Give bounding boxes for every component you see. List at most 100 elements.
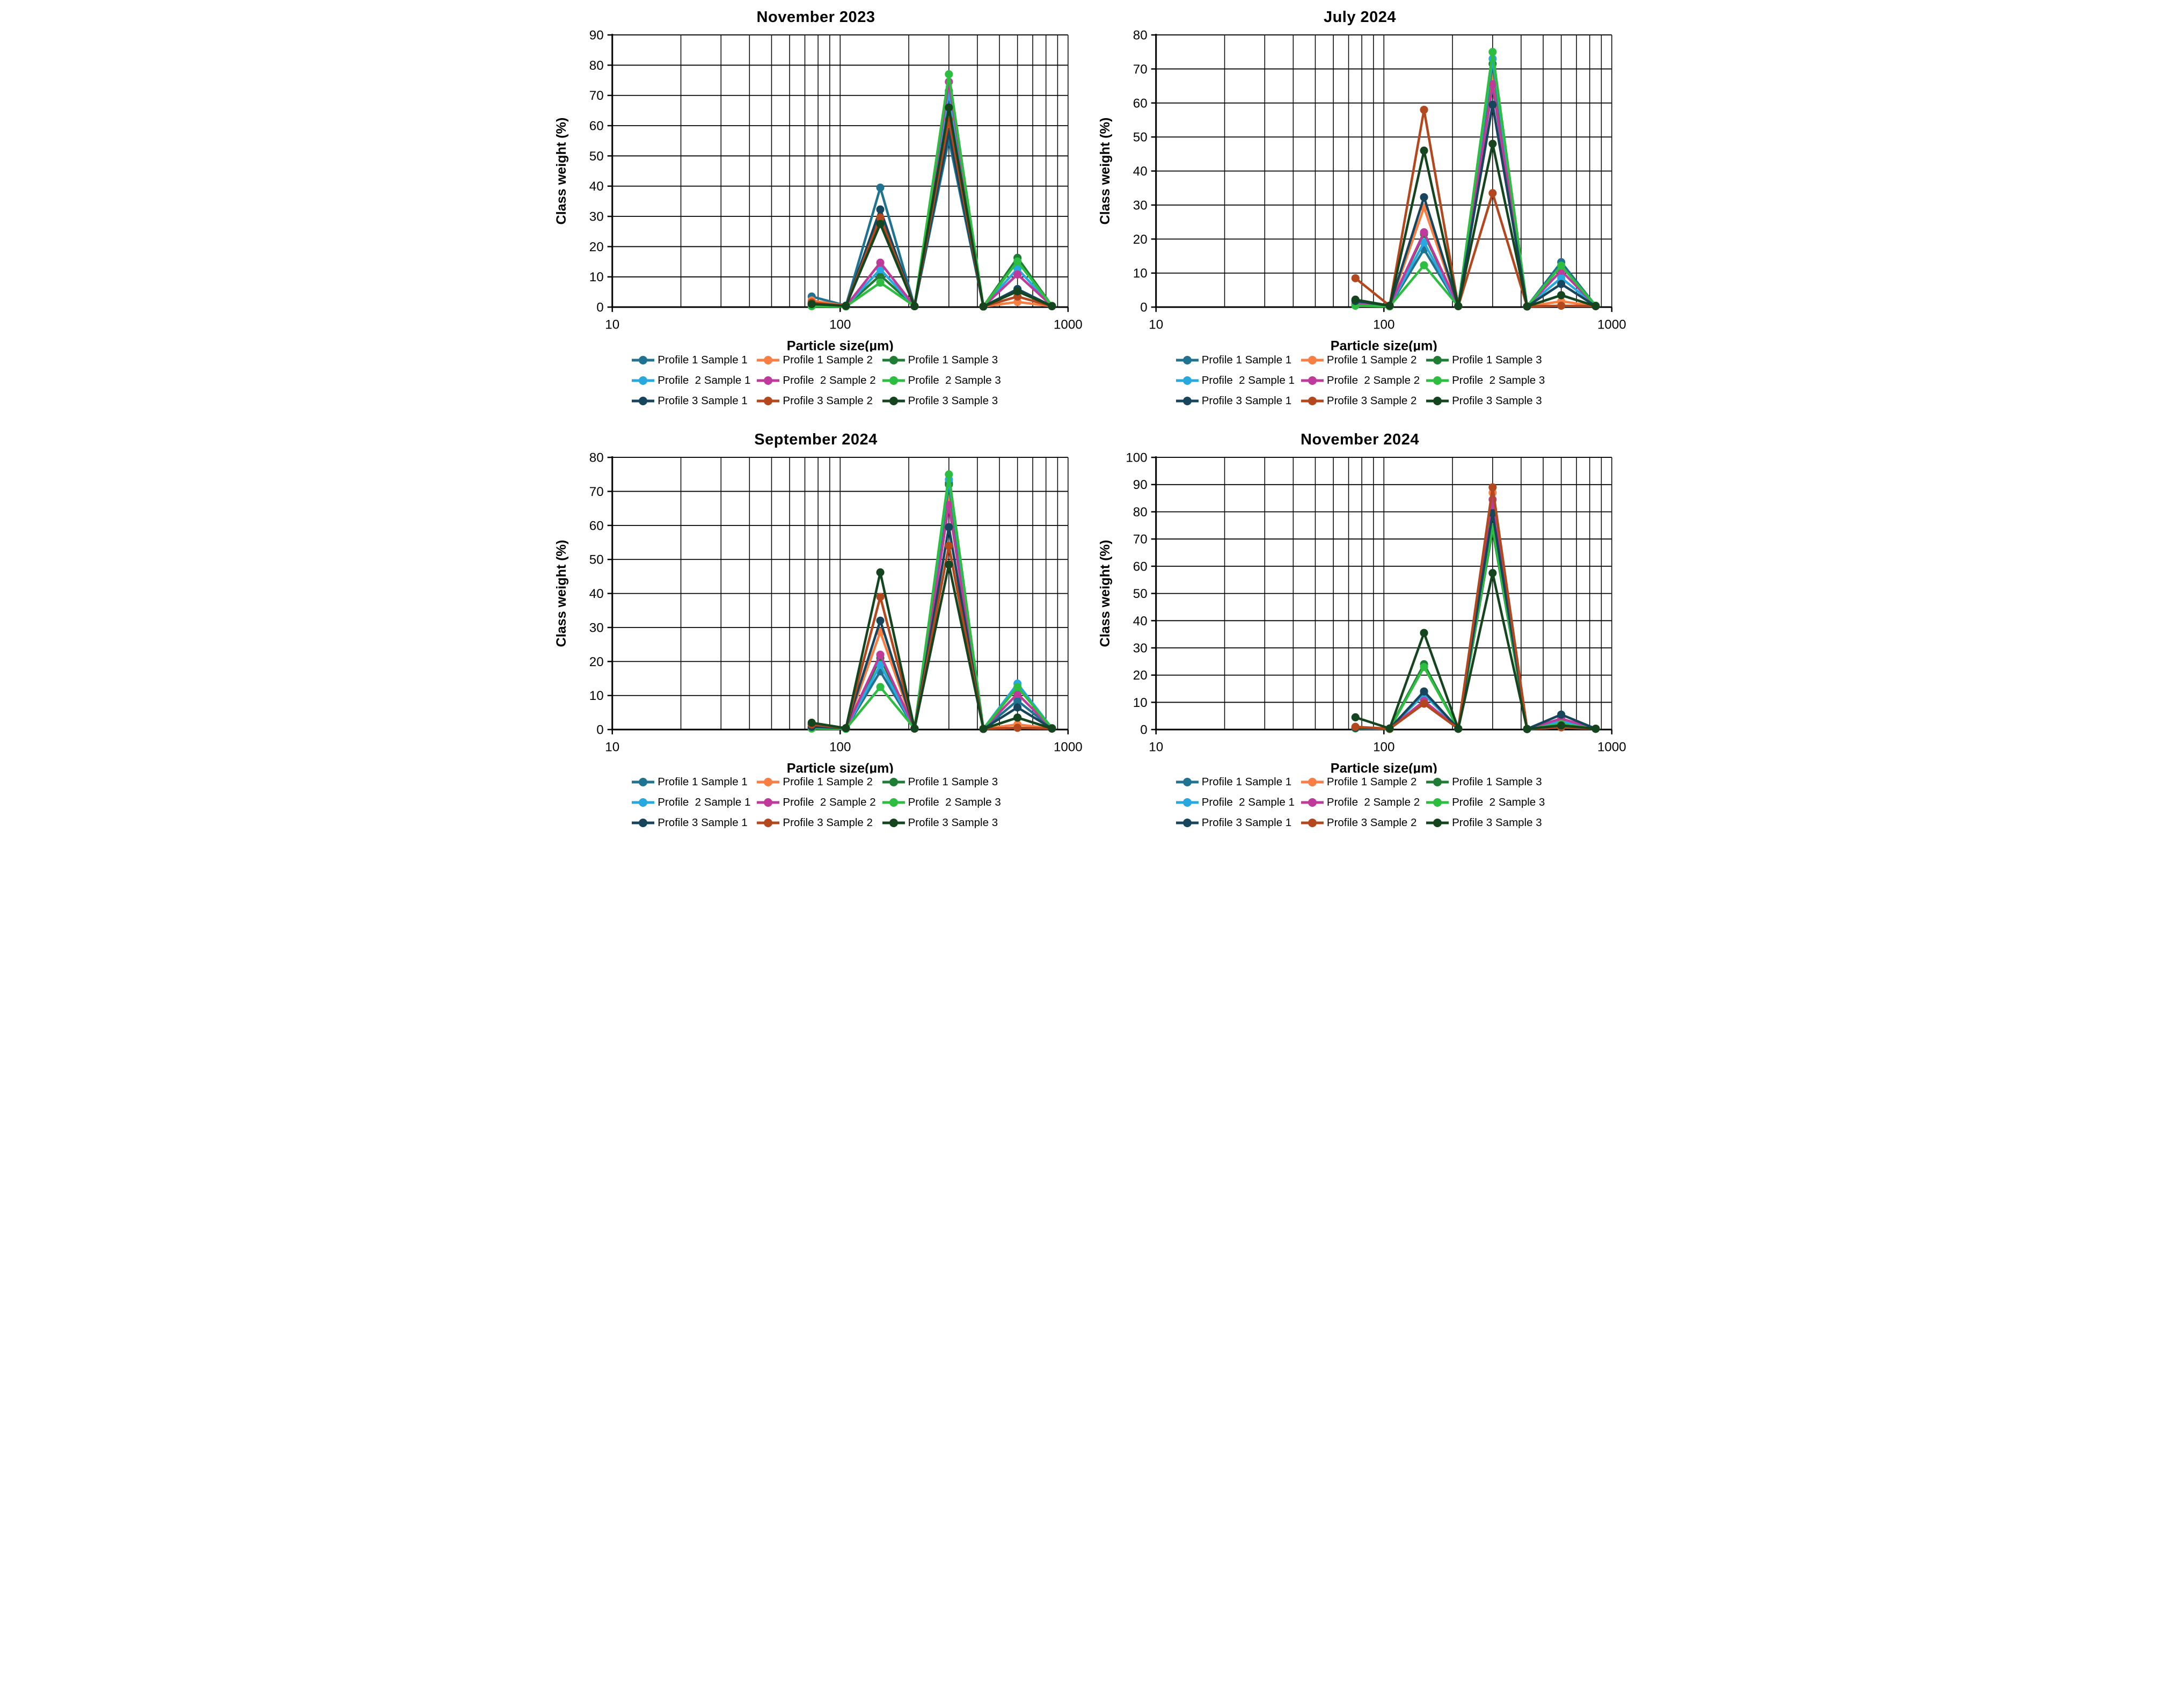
data-point (875, 682, 885, 691)
legend-line-marker-icon (1301, 778, 1324, 787)
data-point (944, 560, 953, 568)
legend-line-marker-icon (1175, 396, 1199, 405)
legend-label: Profile 1 Sample 2 (783, 776, 873, 789)
legend-label: Profile 2 Sample 1 (1201, 796, 1295, 809)
data-point (944, 470, 953, 478)
series-profile-3-sample-3 (807, 560, 1056, 733)
legend-item: Profile 2 Sample 3 (881, 796, 1001, 809)
data-point (1557, 261, 1566, 270)
legend-item: Profile 1 Sample 1 (1175, 354, 1295, 367)
data-point (1420, 228, 1428, 237)
chart-legend: Profile 1 Sample 1 Profile 1 Sample 2 Prof… (549, 354, 1084, 407)
legend-line-marker-icon (1426, 376, 1449, 385)
data-point (1557, 274, 1566, 282)
y-tick-label: 80 (589, 450, 603, 465)
legend-line-marker-icon (882, 376, 905, 385)
legend-item: Profile 3 Sample 2 (1300, 395, 1420, 407)
y-tick-label: 90 (1133, 478, 1148, 492)
legend-item: Profile 1 Sample 3 (1425, 354, 1545, 367)
legend-label: Profile 3 Sample 2 (1326, 816, 1417, 829)
chart-title: November 2024 (1301, 430, 1419, 448)
x-tick-label: 1000 (1597, 317, 1626, 332)
legend-item: Profile 2 Sample 3 (1425, 374, 1545, 387)
x-tick-label: 1000 (1053, 317, 1082, 332)
legend-label: Profile 3 Sample 2 (1326, 394, 1417, 407)
legend-item: Profile 1 Sample 2 (1300, 354, 1420, 367)
legend-item: Profile 2 Sample 3 (881, 374, 1001, 387)
legend-item: Profile 2 Sample 1 (631, 374, 750, 387)
legend-label: Profile 1 Sample 3 (1452, 776, 1542, 789)
legend-label: Profile 1 Sample 1 (658, 776, 748, 789)
data-point (875, 660, 885, 669)
legend-label: Profile 2 Sample 2 (783, 796, 876, 809)
data-point (1420, 662, 1428, 671)
data-point (1557, 721, 1566, 729)
y-tick-label: 20 (589, 654, 603, 669)
y-tick-label: 40 (589, 587, 603, 601)
data-point (1351, 274, 1360, 282)
data-point (875, 258, 885, 267)
data-point (1488, 189, 1497, 198)
legend-line-marker-icon (632, 798, 655, 807)
x-tick-label: 100 (829, 740, 851, 754)
legend-line-marker-icon (632, 355, 655, 364)
chart-legend: Profile 1 Sample 1 Profile 1 Sample 2 Prof… (549, 776, 1084, 829)
legend-label: Profile 1 Sample 2 (1326, 353, 1417, 366)
chart-panel-september-2024: September 2024 0 10 20 30 40 50 60 70 80 10 100 100… (544, 426, 1088, 830)
data-point (875, 271, 885, 280)
legend-label: Profile 3 Sample 2 (783, 816, 873, 829)
x-axis-label: Particle size(µm) (1331, 761, 1437, 773)
legend-line-marker-icon (882, 819, 905, 828)
legend-label: Profile 2 Sample 2 (1326, 796, 1420, 809)
chart-title: July 2024 (1323, 9, 1397, 26)
data-point (841, 302, 850, 310)
y-tick-label: 80 (1133, 28, 1148, 43)
y-tick-label: 30 (589, 621, 603, 635)
legend-label: Profile 2 Sample 3 (1452, 796, 1545, 809)
legend-item: Profile 1 Sample 1 (1175, 776, 1295, 789)
legend-label: Profile 3 Sample 3 (908, 394, 998, 407)
legend-label: Profile 2 Sample 3 (1452, 374, 1545, 386)
chart-legend: Profile 1 Sample 1 Profile 1 Sample 2 Prof… (1092, 776, 1627, 829)
legend-line-marker-icon (632, 819, 655, 828)
y-tick-label: 60 (1133, 559, 1148, 574)
data-point (1013, 270, 1021, 279)
data-point (807, 300, 816, 309)
data-point (1013, 696, 1021, 705)
gridlines (1156, 34, 1612, 308)
y-tick-label: 30 (1133, 641, 1148, 655)
legend-line-marker-icon (1301, 376, 1324, 385)
y-tick-label: 70 (1133, 532, 1148, 546)
legend-item: Profile 3 Sample 2 (756, 395, 875, 407)
legend-label: Profile 2 Sample 2 (1326, 374, 1420, 386)
x-tick-label: 1000 (1053, 740, 1082, 754)
data-point (1013, 257, 1021, 266)
legend-item: Profile 3 Sample 1 (631, 816, 750, 829)
x-tick-label: 10 (1149, 317, 1163, 332)
data-point (1047, 302, 1056, 310)
legend-label: Profile 1 Sample 2 (1326, 776, 1417, 789)
legend-line-marker-icon (632, 376, 655, 385)
legend-line-marker-icon (757, 798, 780, 807)
chart-title: November 2023 (756, 9, 875, 26)
legend-line-marker-icon (882, 355, 905, 364)
legend-line-marker-icon (1426, 355, 1449, 364)
legend-line-marker-icon (757, 396, 780, 405)
data-point (1488, 140, 1497, 148)
data-point (944, 500, 953, 509)
y-tick-label: 50 (1133, 130, 1148, 145)
y-tick-label: 70 (1133, 62, 1148, 77)
data-point (1488, 509, 1497, 517)
legend-label: Profile 1 Sample 3 (1452, 353, 1542, 366)
y-tick-label: 20 (1133, 668, 1148, 683)
x-tick-label: 100 (829, 317, 851, 332)
y-axis-label: Class weight (%) (554, 539, 569, 647)
x-tick-label: 10 (605, 740, 619, 754)
data-point (875, 616, 885, 625)
legend-item: Profile 1 Sample 2 (756, 354, 875, 367)
